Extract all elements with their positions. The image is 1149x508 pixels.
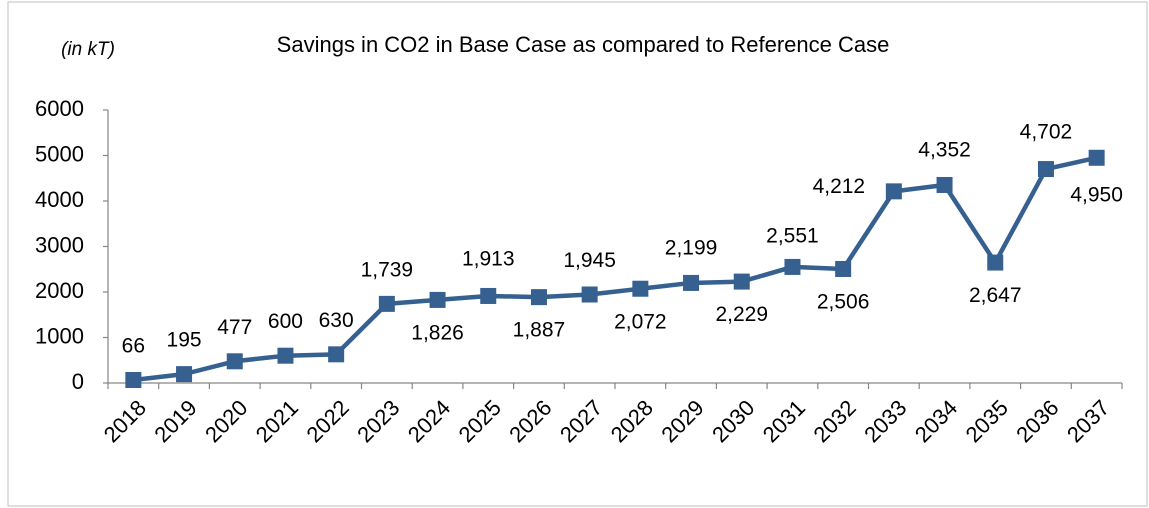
x-tick-label: 2020 — [200, 395, 252, 447]
data-label: 2,647 — [969, 284, 1022, 307]
x-tick-label: 2029 — [656, 395, 708, 447]
data-point — [176, 366, 193, 383]
data-point — [683, 274, 700, 291]
data-label: 4,352 — [918, 139, 971, 162]
data-label: 630 — [319, 309, 354, 332]
data-label: 1,945 — [563, 249, 616, 272]
x-tick-label: 2035 — [961, 395, 1013, 447]
data-label: 2,229 — [715, 303, 768, 326]
data-point — [885, 183, 902, 200]
data-label: 1,913 — [462, 248, 515, 271]
x-tick-label: 2036 — [1011, 395, 1063, 447]
y-tick-label: 6000 — [35, 96, 84, 121]
data-point — [226, 353, 243, 370]
data-point — [1037, 161, 1054, 178]
y-tick-label: 0 — [72, 369, 84, 394]
x-tick-label: 2026 — [504, 395, 556, 447]
data-point — [835, 260, 852, 277]
data-label: 477 — [217, 316, 252, 339]
data-point — [784, 258, 801, 275]
x-tick-label: 2034 — [910, 395, 962, 447]
x-tick-label: 2018 — [99, 395, 151, 447]
data-point — [429, 291, 446, 308]
data-label: 2,072 — [614, 310, 667, 333]
unit-label: (in kT) — [61, 39, 115, 60]
data-label: 1,826 — [411, 321, 464, 344]
data-label: 4,950 — [1070, 183, 1123, 206]
data-point — [1088, 149, 1105, 166]
x-tick-label: 2033 — [859, 395, 911, 447]
x-tick-label: 2031 — [758, 395, 810, 447]
chart-border — [7, 1, 1148, 507]
data-point — [936, 176, 953, 193]
data-point — [277, 347, 294, 364]
x-tick-label: 2019 — [149, 395, 201, 447]
x-tick-label: 2028 — [606, 395, 658, 447]
x-tick-label: 2030 — [707, 395, 759, 447]
data-label: 600 — [268, 310, 303, 333]
data-point — [480, 287, 497, 304]
y-tick-label: 1000 — [35, 323, 84, 348]
data-label: 4,702 — [1020, 121, 1073, 144]
x-tick-label: 2037 — [1062, 395, 1114, 447]
series-line — [133, 155, 1098, 383]
data-point — [328, 346, 345, 363]
data-point — [530, 289, 547, 306]
data-label: 1,887 — [513, 319, 566, 342]
data-point — [581, 286, 598, 303]
y-tick-label: 2000 — [35, 278, 84, 303]
data-point — [378, 295, 395, 312]
data-label: 66 — [122, 335, 145, 358]
data-label: 1,739 — [361, 258, 414, 281]
y-tick-label: 4000 — [35, 187, 84, 212]
data-label: 2,199 — [665, 236, 718, 259]
x-tick-label: 2021 — [251, 395, 303, 447]
x-tick-label: 2022 — [302, 395, 354, 447]
data-point — [987, 254, 1004, 271]
data-label: 2,551 — [766, 224, 819, 247]
x-tick-label: 2032 — [809, 395, 861, 447]
data-point — [632, 280, 649, 297]
data-point — [125, 371, 142, 388]
chart-title: Savings in CO2 in Base Case as compared … — [277, 32, 890, 57]
data-label: 195 — [167, 329, 202, 352]
data-point — [733, 273, 750, 290]
x-tick-label: 2025 — [454, 395, 506, 447]
data-label: 2,506 — [817, 291, 870, 314]
y-tick-label: 3000 — [35, 232, 84, 257]
x-tick-label: 2027 — [555, 395, 607, 447]
x-tick-label: 2024 — [403, 395, 455, 447]
y-tick-label: 5000 — [35, 141, 84, 166]
data-label: 4,212 — [813, 175, 866, 198]
x-tick-label: 2023 — [352, 395, 404, 447]
